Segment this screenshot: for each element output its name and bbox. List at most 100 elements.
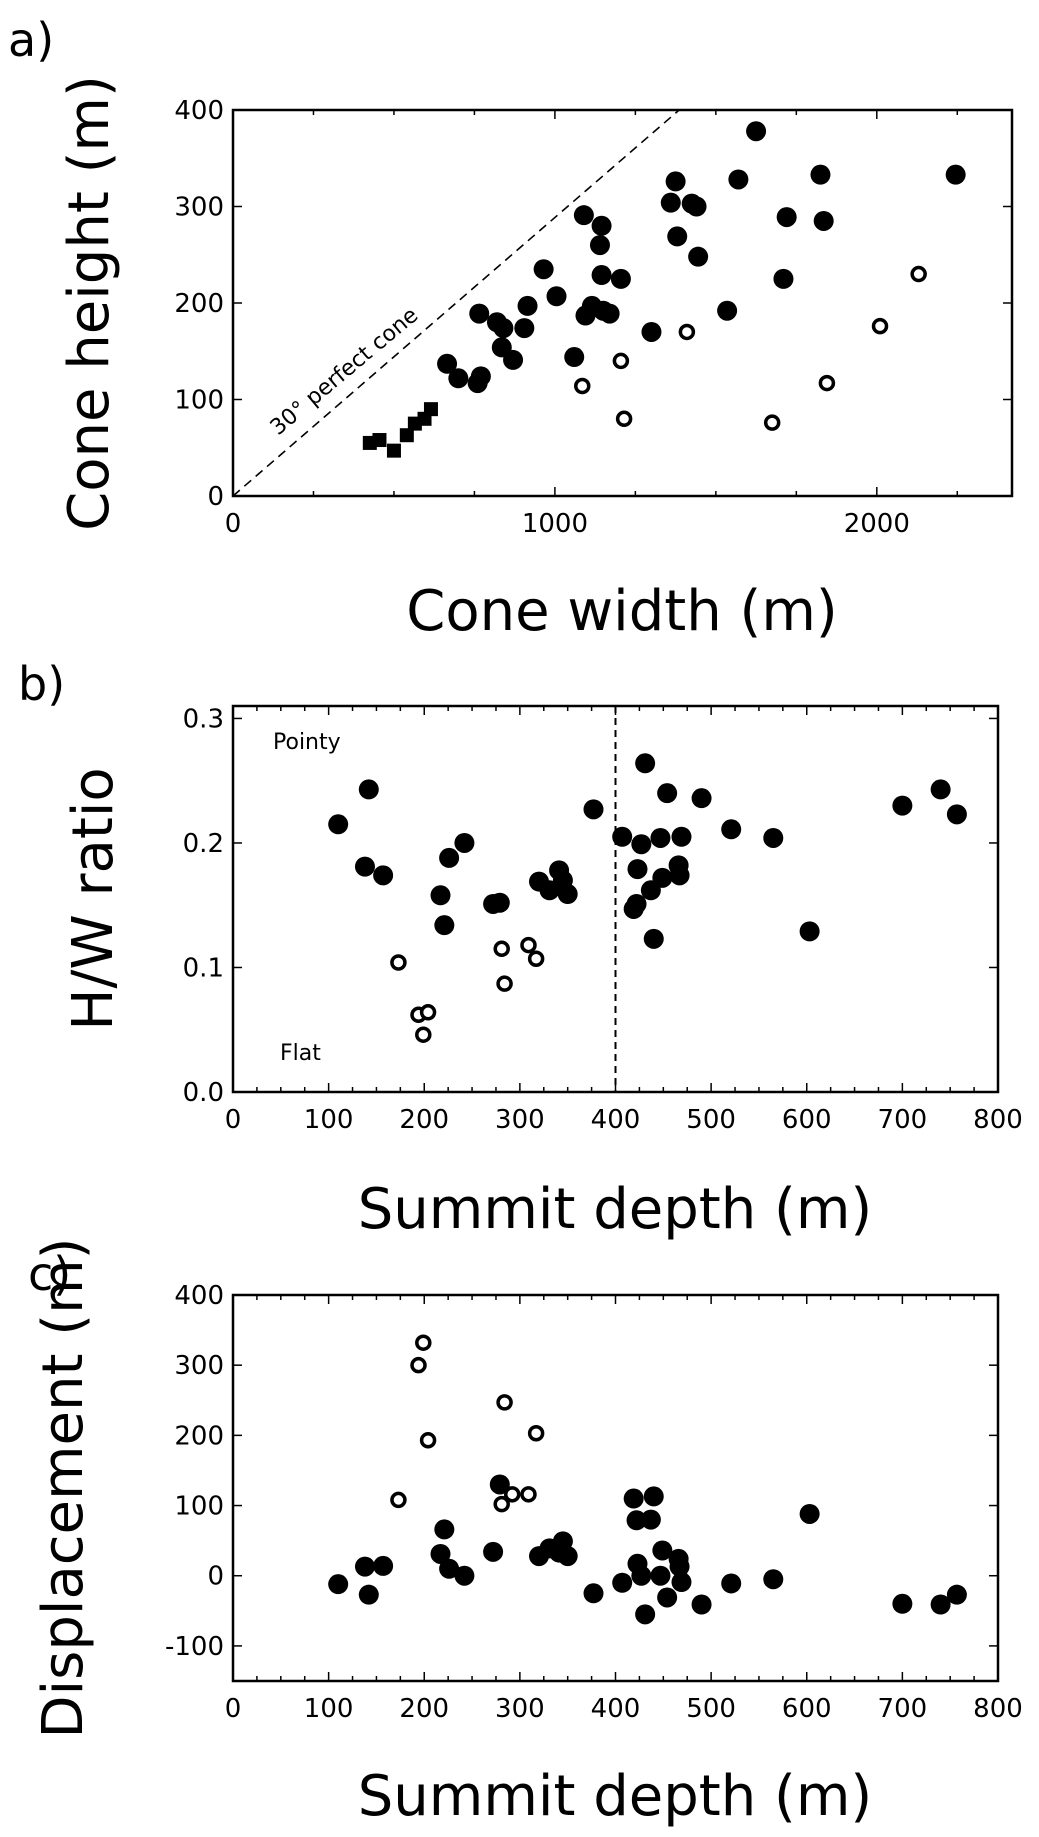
data-point-filled-b-28 bbox=[669, 865, 690, 886]
x-tick-label-b-4: 400 bbox=[591, 1105, 641, 1135]
data-point-filled-c-8 bbox=[483, 1541, 504, 1562]
data-point-open-a-5 bbox=[818, 374, 836, 392]
data-point-filled-b-25 bbox=[652, 867, 673, 888]
data-point-filled-a-37 bbox=[945, 164, 966, 185]
data-point-filled-c-23 bbox=[643, 1486, 664, 1507]
data-point-open-c-2 bbox=[415, 1334, 432, 1351]
data-point-filled-a-31 bbox=[728, 169, 749, 190]
x-tick-label-a-2: 2000 bbox=[844, 509, 910, 539]
data-point-filled-c-25 bbox=[652, 1540, 673, 1561]
perfect-cone-label: 30° perfect cone bbox=[266, 303, 423, 441]
x-tick-label-b-0: 0 bbox=[225, 1105, 242, 1135]
y-tick-label-a-2: 200 bbox=[174, 289, 224, 319]
data-point-filled-c-24 bbox=[650, 1565, 671, 1586]
data-point-open-a-3 bbox=[678, 323, 696, 341]
data-point-filled-b-34 bbox=[892, 795, 913, 816]
x-tick-label-b-2: 200 bbox=[399, 1105, 449, 1135]
y-tick-label-c-4: 300 bbox=[174, 1351, 224, 1381]
data-point-open-a-2 bbox=[615, 410, 633, 428]
data-point-filled-b-19 bbox=[627, 859, 648, 880]
data-point-filled-b-6 bbox=[439, 847, 460, 868]
data-point-filled-a-1 bbox=[448, 368, 469, 389]
x-tick-label-c-3: 300 bbox=[495, 1694, 545, 1724]
panel-label-b: b) bbox=[18, 657, 65, 711]
data-point-filled-a-33 bbox=[773, 268, 794, 289]
tick-labels-c: 0 100 200 300 400 500 600 700 800 -100 0 100 200 300 4… bbox=[165, 1281, 1023, 1724]
x-tick-label-b-7: 700 bbox=[878, 1105, 928, 1135]
y-tick-label-b-2: 0.2 bbox=[183, 829, 224, 859]
data-point-filled-b-7 bbox=[454, 832, 475, 853]
y-tick-label-b-0: 0.0 bbox=[183, 1078, 224, 1108]
data-point-open-b-4 bbox=[493, 940, 510, 958]
data-point-open-c-1 bbox=[410, 1356, 427, 1374]
data-point-square-a-6 bbox=[423, 402, 438, 417]
x-tick-label-b-5: 500 bbox=[686, 1105, 736, 1135]
data-point-open-c-4 bbox=[493, 1495, 510, 1513]
data-point-filled-c-1 bbox=[354, 1556, 375, 1577]
data-point-filled-c-35 bbox=[930, 1594, 951, 1615]
data-point-filled-c-21 bbox=[635, 1604, 656, 1625]
data-point-open-c-7 bbox=[520, 1486, 537, 1503]
data-point-filled-a-35 bbox=[810, 164, 831, 185]
data-point-filled-c-26 bbox=[657, 1587, 678, 1608]
panel-label-c: c) bbox=[28, 1247, 71, 1301]
data-point-filled-b-3 bbox=[373, 865, 394, 886]
y-tick-label-c-2: 100 bbox=[174, 1492, 224, 1522]
panel-a: a) 30° perfect cone 0 1000 2000 0 100 200 300 4… bbox=[8, 13, 1014, 644]
x-tick-label-c-8: 800 bbox=[973, 1694, 1023, 1724]
data-point-filled-c-20 bbox=[631, 1565, 652, 1586]
data-point-filled-a-10 bbox=[517, 295, 538, 316]
x-tick-label-c-1: 100 bbox=[304, 1694, 354, 1724]
data-point-filled-b-31 bbox=[721, 819, 742, 840]
data-point-filled-b-2 bbox=[358, 779, 379, 800]
data-point-open-b-5 bbox=[496, 975, 513, 992]
data-point-open-a-1 bbox=[612, 352, 630, 370]
perfect-cone-line bbox=[232, 109, 680, 497]
data-point-filled-b-20 bbox=[631, 834, 652, 855]
x-axis-title-b: Summit depth (m) bbox=[358, 1177, 873, 1242]
data-point-filled-c-28 bbox=[669, 1556, 690, 1577]
data-point-filled-b-5 bbox=[434, 915, 455, 936]
data-point-filled-b-16 bbox=[612, 826, 633, 847]
reference-lines-a bbox=[232, 109, 680, 497]
y-axis-title-c: Displacement (m) bbox=[31, 1237, 96, 1738]
data-point-square-a-3 bbox=[399, 428, 414, 443]
points-b bbox=[328, 753, 967, 1043]
data-point-filled-c-6 bbox=[439, 1558, 460, 1579]
data-point-filled-a-30 bbox=[717, 300, 738, 321]
data-point-open-a-6 bbox=[871, 317, 889, 335]
data-point-filled-a-8 bbox=[503, 349, 524, 370]
x-tick-label-c-2: 200 bbox=[399, 1694, 449, 1724]
data-point-filled-c-36 bbox=[946, 1584, 967, 1605]
panel-label-a: a) bbox=[8, 13, 54, 67]
data-point-open-b-0 bbox=[390, 954, 407, 971]
panel-c: c) 0 100 200 300 400 500 600 700 800 -100 0 100 200 3… bbox=[28, 1237, 1023, 1829]
data-point-filled-b-35 bbox=[930, 779, 951, 800]
data-point-open-a-0 bbox=[574, 377, 591, 395]
data-point-filled-b-15 bbox=[583, 799, 604, 820]
data-point-filled-c-29 bbox=[671, 1572, 692, 1593]
data-point-filled-c-15 bbox=[583, 1583, 604, 1604]
data-point-filled-b-21 bbox=[635, 753, 656, 774]
x-tick-label-c-6: 600 bbox=[782, 1694, 832, 1724]
data-point-filled-c-9 bbox=[489, 1474, 510, 1495]
data-point-filled-a-24 bbox=[660, 192, 681, 213]
tick-marks-a bbox=[232, 109, 1012, 497]
data-point-filled-c-0 bbox=[328, 1574, 349, 1595]
y-tick-label-b-3: 0.3 bbox=[183, 704, 224, 734]
data-point-filled-c-5 bbox=[434, 1519, 455, 1540]
data-point-filled-a-29 bbox=[688, 246, 709, 267]
data-point-filled-a-34 bbox=[776, 207, 797, 228]
y-tick-label-c-3: 200 bbox=[174, 1421, 224, 1451]
x-tick-label-c-4: 400 bbox=[591, 1694, 641, 1724]
data-point-open-a-4 bbox=[763, 414, 781, 431]
data-point-open-c-5 bbox=[496, 1394, 513, 1411]
points-a bbox=[362, 121, 966, 458]
x-tick-label-b-6: 600 bbox=[782, 1105, 832, 1135]
data-point-filled-c-17 bbox=[623, 1488, 644, 1509]
data-point-filled-b-29 bbox=[671, 826, 692, 847]
data-point-filled-c-16 bbox=[612, 1572, 633, 1593]
data-point-filled-b-23 bbox=[643, 928, 664, 949]
flat-label: Flat bbox=[280, 1041, 321, 1066]
data-point-filled-c-31 bbox=[721, 1573, 742, 1594]
